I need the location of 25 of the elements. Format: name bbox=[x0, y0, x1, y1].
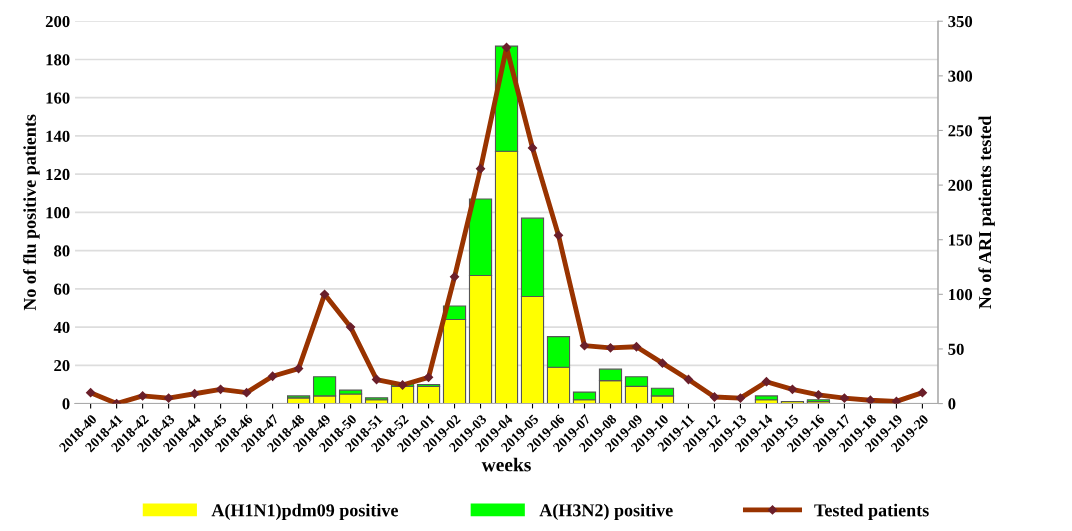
y-tick-label: 100 bbox=[46, 207, 70, 219]
y-tick-label: 200 bbox=[45, 15, 70, 28]
y2-tick-label: 250 bbox=[948, 125, 973, 137]
y2-tick-label: 0 bbox=[948, 398, 956, 410]
legend-label: A(H3N2) positive bbox=[539, 503, 673, 521]
legend-label: A(H1N1)pdm09 positive bbox=[211, 503, 398, 521]
y-tick-label: 80 bbox=[54, 245, 70, 257]
y-tick-label: 120 bbox=[46, 168, 70, 181]
y2-tick-label: 150 bbox=[949, 234, 973, 246]
y2-axis-title: No of ARI patients tested bbox=[978, 115, 995, 309]
x-axis-title: weeks bbox=[481, 457, 531, 472]
y-tick-label: 60 bbox=[54, 283, 70, 295]
y2-tick-label: 100 bbox=[949, 289, 973, 301]
y-tick-label: 20 bbox=[54, 360, 70, 372]
y-tick-label: 40 bbox=[53, 321, 70, 334]
y2-tick-label: 350 bbox=[948, 15, 973, 28]
legend-label: Tested patients bbox=[814, 503, 929, 521]
y-tick-label: 180 bbox=[46, 54, 70, 66]
y2-tick-label: 50 bbox=[948, 343, 964, 355]
y-tick-label: 140 bbox=[46, 130, 70, 142]
y2-tick-label: 200 bbox=[948, 179, 973, 192]
y-tick-label: 160 bbox=[46, 92, 70, 104]
y-tick-label: 0 bbox=[62, 398, 70, 410]
y-axis-title: No of flu positive patients bbox=[23, 114, 40, 311]
y2-tick-label: 300 bbox=[948, 70, 973, 82]
